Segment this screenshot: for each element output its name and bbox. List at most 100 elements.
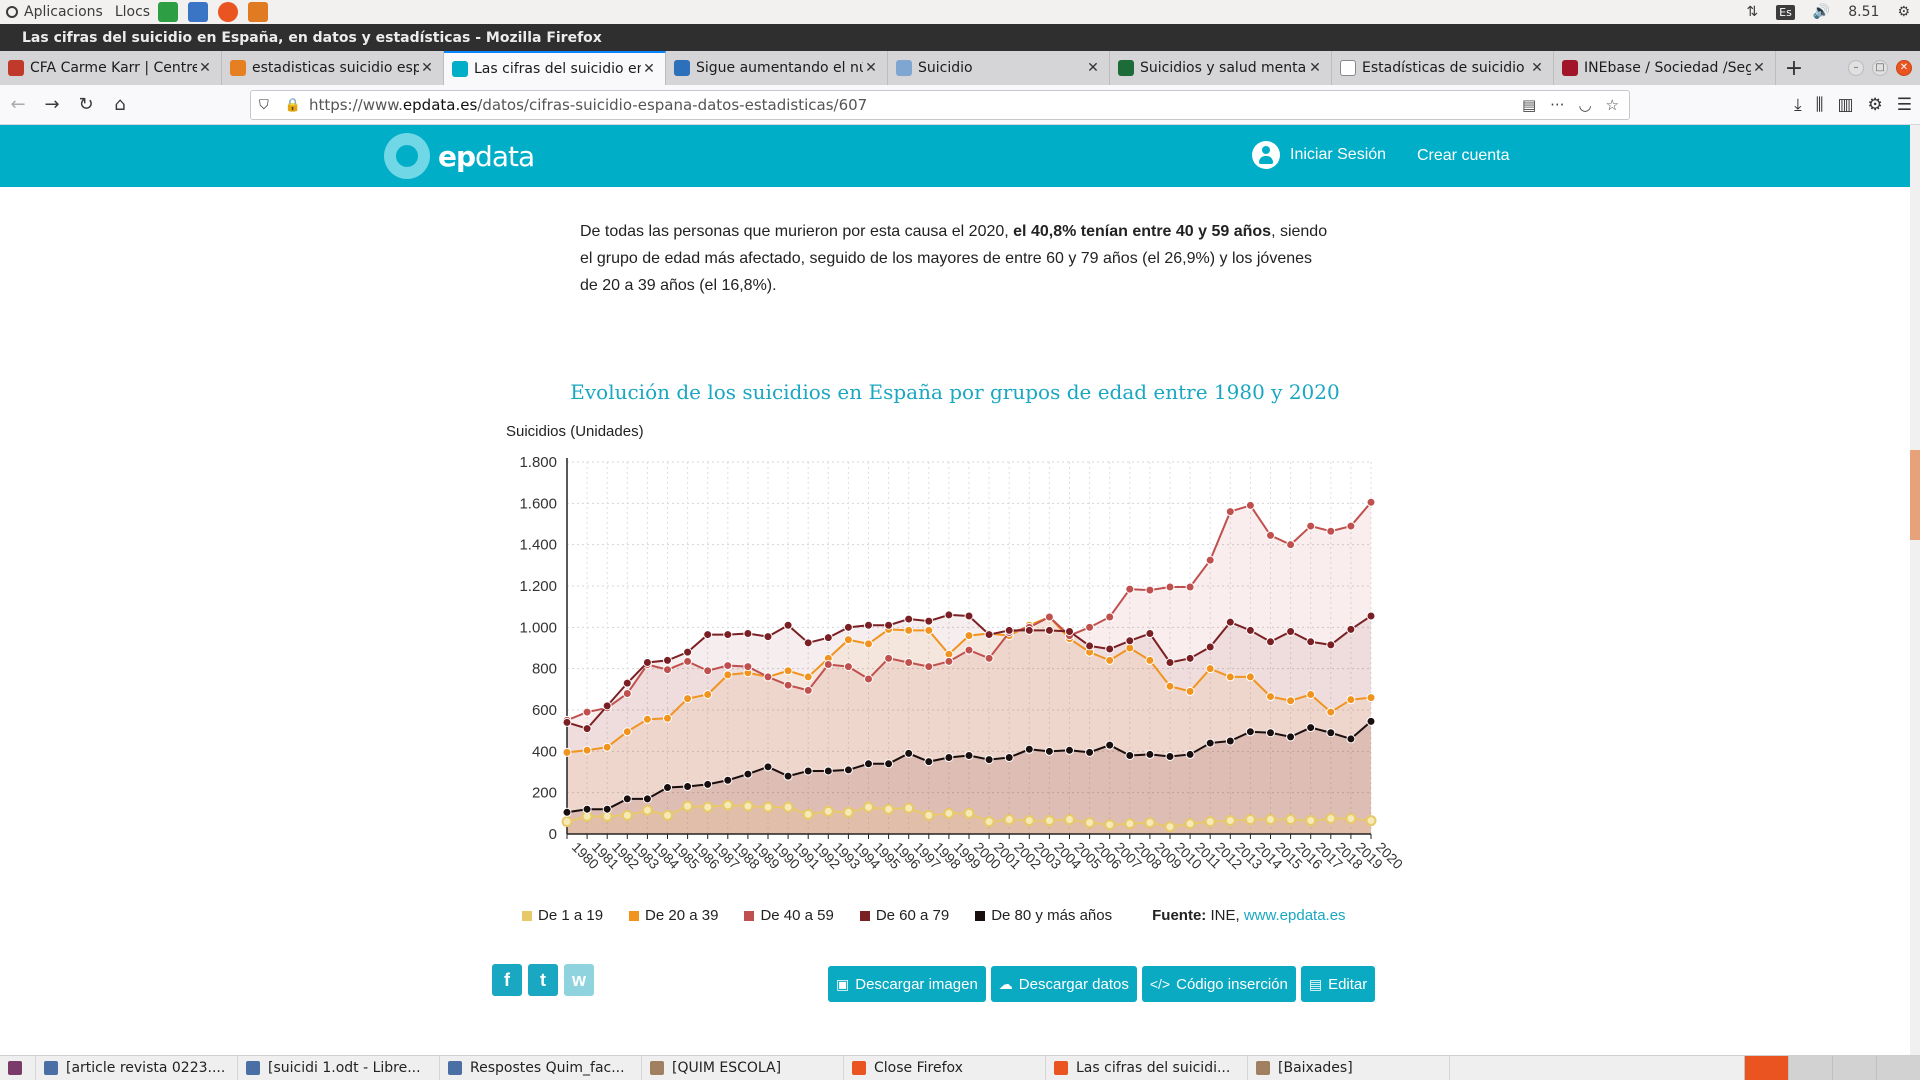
- browser-tab-7[interactable]: Estadísticas de suicidio en ✕: [1332, 51, 1554, 85]
- settings-gear-icon[interactable]: ⚙: [1897, 4, 1910, 20]
- pocket-icon[interactable]: ◡: [1578, 96, 1592, 114]
- clock[interactable]: 8.51: [1848, 4, 1880, 20]
- data-point: [683, 781, 693, 791]
- taskbar-item[interactable]: Respostes Quim_fac...: [440, 1055, 642, 1080]
- tab-close-icon[interactable]: ✕: [1531, 60, 1543, 76]
- hamburger-menu-icon[interactable]: ☰: [1896, 95, 1912, 115]
- tab-close-icon[interactable]: ✕: [865, 60, 877, 76]
- writer-launcher-icon[interactable]: [188, 2, 209, 22]
- bookmark-star-icon[interactable]: ☆: [1605, 96, 1619, 114]
- whatsapp-share-button[interactable]: w: [564, 964, 594, 996]
- close-window-icon[interactable]: ✕: [1896, 60, 1912, 76]
- browser-tab-1[interactable]: CFA Carme Karr | Centre de ✕: [0, 51, 222, 85]
- firefox-launcher-icon[interactable]: [218, 2, 239, 22]
- embed-code-button[interactable]: </> Código inserción: [1141, 966, 1296, 1002]
- data-point: [1306, 637, 1316, 647]
- data-point: [743, 668, 753, 678]
- register-link[interactable]: Crear cuenta: [1417, 147, 1510, 164]
- login-label: Iniciar Sesión: [1290, 146, 1387, 163]
- tab-close-icon[interactable]: ✕: [643, 61, 655, 77]
- library-icon[interactable]: ⫼: [1815, 95, 1824, 115]
- maximize-window-icon[interactable]: □: [1872, 60, 1888, 76]
- tab-close-icon[interactable]: ✕: [199, 60, 211, 76]
- taskbar-item[interactable]: Las cifras del suicidi...: [1046, 1055, 1248, 1080]
- data-point: [1245, 500, 1255, 510]
- keyboard-layout-indicator[interactable]: Es: [1776, 4, 1795, 20]
- data-point: [1346, 695, 1356, 705]
- sidebar-icon[interactable]: ▥: [1837, 95, 1854, 115]
- legend-item[interactable]: De 40 a 59: [744, 907, 834, 924]
- reload-icon[interactable]: ↻: [78, 94, 94, 115]
- files-launcher-icon[interactable]: [248, 2, 269, 22]
- browser-tab-2[interactable]: estadisticas suicidio espa ✕: [222, 51, 444, 85]
- download-data-button[interactable]: ☁ Descargar datos: [990, 966, 1137, 1002]
- download-image-button[interactable]: ▣ Descargar imagen: [828, 966, 986, 1002]
- browser-navigation-bar: ← → ↻ ⌂ ⛉ 🔒 https://www. epdata.es/datos/…: [0, 85, 1920, 125]
- downloads-icon[interactable]: ⤓: [1794, 95, 1802, 115]
- shield-icon[interactable]: ⛉: [259, 97, 269, 113]
- minimize-window-icon[interactable]: –: [1848, 60, 1864, 76]
- data-point: [884, 624, 894, 634]
- taskbar-item[interactable]: [Baixades]: [1248, 1055, 1450, 1080]
- data-point: [722, 799, 734, 811]
- data-point: [762, 801, 774, 813]
- url-prefix: https://www.: [308, 96, 403, 114]
- workspace-1[interactable]: [1744, 1055, 1788, 1080]
- taskbar-item[interactable]: [QUIM ESCOLA]: [642, 1055, 844, 1080]
- lock-icon[interactable]: 🔒: [284, 97, 301, 113]
- taskbar-item[interactable]: [article revista 0223....: [36, 1055, 238, 1080]
- forward-arrow-icon[interactable]: →: [44, 94, 60, 115]
- extension-gear-icon[interactable]: ⚙: [1867, 95, 1883, 115]
- data-point: [622, 794, 632, 804]
- page-actions-menu-icon[interactable]: ···: [1550, 96, 1565, 114]
- data-point: [843, 662, 853, 672]
- browser-tab-3-active[interactable]: Las cifras del suicidio en ✕: [444, 51, 666, 85]
- source-link[interactable]: www.epdata.es: [1243, 907, 1346, 924]
- new-tab-button[interactable]: +: [1784, 55, 1804, 81]
- show-desktop-button[interactable]: [0, 1055, 36, 1080]
- epdata-logo[interactable]: ep data: [384, 133, 535, 179]
- tab-close-icon[interactable]: ✕: [1753, 60, 1765, 76]
- browser-tab-8[interactable]: INEbase / Sociedad /Segu ✕: [1554, 51, 1776, 85]
- taskbar-item[interactable]: Close Firefox: [844, 1055, 1046, 1080]
- legend-item[interactable]: De 20 a 39: [629, 907, 718, 924]
- tab-close-icon[interactable]: ✕: [1309, 60, 1321, 76]
- volume-icon[interactable]: 🔊: [1812, 4, 1831, 20]
- edit-button[interactable]: ▤ Editar: [1300, 966, 1376, 1002]
- page-scrollbar-track[interactable]: [1910, 125, 1920, 1055]
- home-icon[interactable]: ⌂: [114, 94, 126, 115]
- x-tick-label: 2015: [1272, 839, 1305, 872]
- url-bar[interactable]: ⛉ 🔒 https://www. epdata.es/datos/cifras-s…: [250, 90, 1630, 120]
- legend-item[interactable]: De 80 y más años: [975, 907, 1112, 924]
- page-scrollbar-thumb[interactable]: [1910, 450, 1920, 540]
- os-menu-applications[interactable]: Aplicacions: [0, 0, 109, 24]
- data-point: [622, 727, 632, 737]
- workspace-4[interactable]: [1876, 1055, 1920, 1080]
- tab-close-icon[interactable]: ✕: [1087, 60, 1099, 76]
- workspace-2[interactable]: [1788, 1055, 1832, 1080]
- os-menu-places[interactable]: Llocs: [109, 0, 156, 24]
- browser-tab-4[interactable]: Sigue aumentando el núme ✕: [666, 51, 888, 85]
- facebook-share-button[interactable]: f: [492, 964, 522, 996]
- twitter-share-button[interactable]: t: [528, 964, 558, 996]
- tab-close-icon[interactable]: ✕: [421, 60, 433, 76]
- calc-launcher-icon[interactable]: [158, 2, 179, 22]
- network-icon[interactable]: ⇅: [1746, 4, 1759, 20]
- document-icon: [44, 1061, 58, 1075]
- taskbar-item-label: Las cifras del suicidi...: [1076, 1060, 1231, 1076]
- legend-label: De 40 a 59: [760, 907, 834, 924]
- data-point: [1164, 821, 1176, 833]
- data-point: [1366, 716, 1376, 726]
- x-tick-label: 1984: [649, 839, 682, 872]
- browser-tab-5[interactable]: Suicidio ✕: [888, 51, 1110, 85]
- legend-item[interactable]: De 60 a 79: [859, 907, 949, 924]
- legend-item[interactable]: De 1 a 19: [522, 907, 603, 924]
- browser-tab-6[interactable]: Suicidios y salud mental en ✕: [1110, 51, 1332, 85]
- login-link[interactable]: Iniciar Sesión: [1252, 141, 1386, 169]
- data-point: [1366, 693, 1376, 703]
- x-tick-label: 2006: [1091, 839, 1124, 872]
- reader-view-icon[interactable]: ▤: [1521, 96, 1537, 114]
- back-arrow-icon[interactable]: ←: [10, 94, 26, 115]
- workspace-3[interactable]: [1832, 1055, 1876, 1080]
- taskbar-item[interactable]: [suicidi 1.odt - Libre...: [238, 1055, 440, 1080]
